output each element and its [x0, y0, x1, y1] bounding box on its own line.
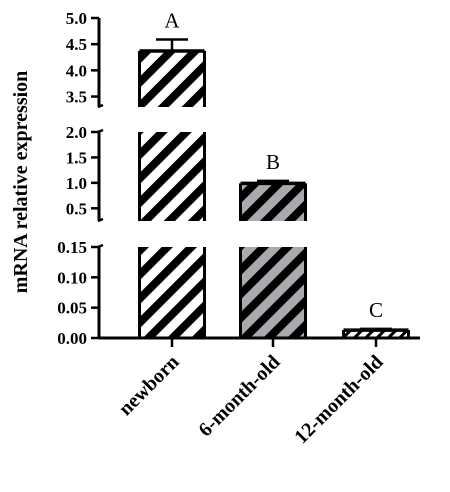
bars: A B C — [138, 8, 410, 338]
y-tick-label: 0.05 — [57, 299, 87, 318]
bar-1: B — [239, 150, 307, 338]
y-tick-label: 0.5 — [66, 199, 87, 218]
y-axis-title: mRNA relative expression — [10, 71, 32, 294]
axis-break-mark — [97, 103, 104, 109]
y-tick-label: 1.5 — [66, 148, 87, 167]
bar-piece — [240, 247, 306, 338]
y-tick-label: 1.0 — [66, 174, 87, 193]
bar-piece — [139, 247, 205, 338]
y-tick-label: 0.00 — [57, 329, 87, 348]
bar-piece — [139, 50, 205, 107]
x-axis: newborn 6-month-old 12-month-old — [99, 336, 420, 448]
bar-piece — [343, 330, 409, 338]
x-tick-label-0: newborn — [115, 351, 184, 420]
y-tick-label: 2.0 — [66, 123, 87, 142]
significance-label-1: B — [266, 150, 280, 174]
axis-break-mark — [97, 217, 104, 223]
y-axis: 3.5 4.0 4.5 5.0 0.5 1.0 1.5 2.0 0.00 0.05 0.10 0.15 — [57, 9, 104, 348]
y-tick-label: 3.5 — [66, 88, 87, 107]
y-tick-label: 4.0 — [66, 61, 87, 80]
y-tick-label: 4.5 — [66, 35, 87, 54]
bar-0: A — [138, 8, 206, 338]
significance-label-0: A — [164, 8, 180, 32]
bar-2: C — [342, 298, 410, 338]
significance-label-2: C — [369, 298, 383, 322]
y-tick-label: 5.0 — [66, 9, 87, 28]
y-tick-label: 0.10 — [57, 268, 87, 287]
bar-piece — [139, 132, 205, 221]
x-tick-label-2: 12-month-old — [290, 351, 387, 448]
bar-piece — [240, 183, 306, 221]
y-tick-label: 0.15 — [57, 238, 87, 257]
x-tick-label-1: 6-month-old — [194, 351, 284, 441]
